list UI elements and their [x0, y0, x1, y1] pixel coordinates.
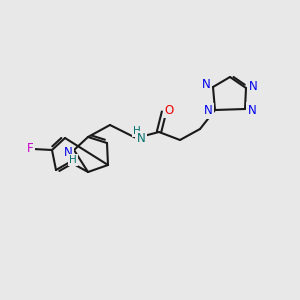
Text: N: N	[64, 146, 72, 160]
Text: H: H	[133, 126, 141, 136]
Text: H: H	[69, 155, 77, 165]
Text: N: N	[249, 80, 257, 92]
Text: N: N	[202, 79, 210, 92]
Text: N: N	[136, 133, 146, 146]
Text: N: N	[204, 104, 212, 118]
Text: O: O	[164, 103, 174, 116]
Text: F: F	[27, 142, 33, 155]
Text: N: N	[248, 103, 256, 116]
